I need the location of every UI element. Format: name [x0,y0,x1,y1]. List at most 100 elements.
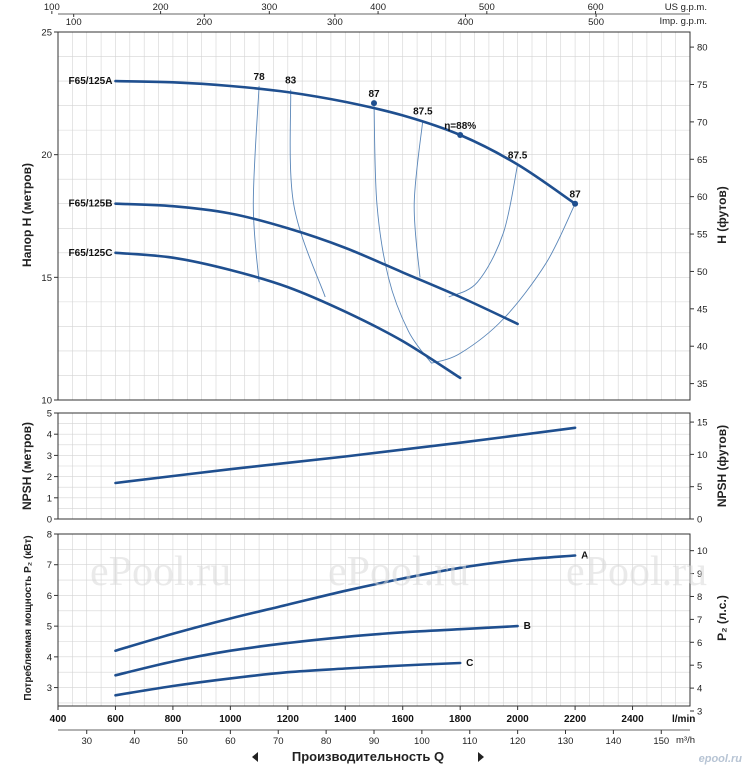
efficiency-label: 78 [254,72,266,83]
top-axis-tick-label: 200 [196,17,212,28]
x-secondary-tick-label: 100 [414,736,430,747]
watermark-3: ePool.ru [566,549,707,595]
x-tick-label: 1000 [219,714,242,725]
iso-efficiency-layer [252,85,576,364]
x-tick-label: 1200 [277,714,300,725]
npsh-ytick-label: 3 [47,451,52,462]
power-ytick-right-label: 6 [697,638,702,649]
npsh-ytick-label: 4 [47,430,52,441]
x-unit-secondary: m³/h [676,735,695,746]
power-curve-B [114,624,519,677]
head-ytick-right-label: 55 [697,230,708,241]
head-ytick-right-label: 80 [697,43,708,54]
top-axis-tick-label: 400 [370,2,386,13]
iso-efficiency-curve [448,164,519,298]
top-axis-tick-label: 100 [66,17,82,28]
head-ytick-right-label: 65 [697,155,708,166]
labels-layer: F65/125A F65/125B F65/125C 78 83 87 87.5 η=88% 8… [69,72,589,669]
iso-efficiency-curve [252,85,260,283]
x-tick-label: 1400 [334,714,357,725]
power-ytick-label: 6 [47,591,52,602]
efficiency-label: 87.5 [413,106,433,117]
npsh-ytick-label: 5 [47,409,52,420]
x-axis-arrow-left-icon [252,752,258,762]
x-tick-label: 1800 [449,714,472,725]
x-tick-label: 800 [165,714,182,725]
x-unit-primary: l/min [672,714,695,725]
efficiency-label: 83 [285,76,297,87]
top-axis-tick-label: 100 [44,2,60,13]
top-axis-tick-label: 300 [327,17,343,28]
head-ytick-right-label: 70 [697,117,708,128]
grid-layer [57,31,691,706]
x-tick-label: 400 [50,714,67,725]
x-axis-title: Производительность Q [292,749,444,764]
power-ytick-right-label: 8 [697,592,702,603]
npsh-ylabel: NPSH (метров) [20,422,34,510]
power-ytick-right-label: 4 [697,684,702,695]
x-secondary-tick-label: 60 [225,736,236,747]
ticks-layer: 1015202535404550556065707580012345051015… [41,2,707,747]
iso-efficiency-curve [289,89,326,298]
x-secondary-tick-label: 90 [369,736,380,747]
top-axis-tick-label: 400 [458,17,474,28]
head-curve-label: F65/125B [69,199,113,210]
head-ytick-label: 20 [41,150,52,161]
top-axis-tick-label: 600 [588,2,604,13]
x-secondary-tick-label: 50 [177,736,188,747]
efficiency-point [457,132,464,139]
head-curve-F65/125A [114,79,577,205]
panel-frames [57,31,691,707]
x-tick-label: 1600 [392,714,415,725]
head-curve-label: F65/125A [69,76,113,87]
top-axis-tick-label: 300 [261,2,277,13]
power-ytick-right-label: 7 [697,615,702,626]
npsh-curve [114,426,577,485]
head-ytick-right-label: 40 [697,342,708,353]
iso-efficiency-curve [431,203,576,364]
power-ytick-label: 7 [47,560,52,571]
head-ylabel-right: H (футов) [715,186,729,244]
head-curve-label: F65/125C [69,248,113,259]
top-axis-tick-label: 200 [153,2,169,13]
power-ylabel: Потребляемая мощность P₂ (кВт) [22,535,34,700]
npsh-ytick-right-label: 15 [697,418,708,429]
efficiency-label: 87 [570,190,582,201]
x-tick-label: 2200 [564,714,587,725]
head-ytick-right-label: 75 [697,80,708,91]
power-curve-C [114,661,462,697]
npsh-ytick-label: 2 [47,472,52,483]
x-secondary-tick-label: 140 [605,736,621,747]
power-ytick-right-label: 3 [697,707,702,718]
top-axis-imp-label: Imp. g.p.m. [659,16,707,27]
top-axis-tick-label: 500 [479,2,495,13]
power-ytick-label: 3 [47,683,52,694]
head-ylabel: Напор H (метров) [20,163,34,267]
series-layer [114,79,579,697]
efficiency-label: 87 [368,89,380,100]
x-secondary-tick-label: 40 [129,736,140,747]
npsh-ytick-label: 0 [47,515,52,526]
power-ytick-label: 5 [47,622,52,633]
x-secondary-tick-label: 80 [321,736,332,747]
head-ytick-label: 10 [41,396,52,407]
efficiency-label: η=88% [444,121,476,132]
power-ylabel-right: P₂ (л.с.) [715,595,729,641]
head-curve-F65/125C [114,251,462,380]
x-secondary-tick-label: 130 [558,736,574,747]
npsh-ytick-right-label: 10 [697,450,708,461]
efficiency-label: 87.5 [508,150,528,161]
power-curve-label: C [466,658,473,669]
head-curve-F65/125B [114,202,519,326]
x-secondary-tick-label: 30 [81,736,92,747]
iso-efficiency-curve [373,103,432,364]
power-curve-A [114,554,577,652]
power-ytick-right-label: 10 [697,546,708,557]
power-ytick-label: 8 [47,530,52,541]
npsh-ytick-right-label: 0 [697,515,702,526]
iso-efficiency-curve [413,120,424,278]
x-secondary-tick-label: 120 [510,736,526,747]
x-tick-label: 2000 [507,714,530,725]
power-ytick-right-label: 9 [697,569,702,580]
